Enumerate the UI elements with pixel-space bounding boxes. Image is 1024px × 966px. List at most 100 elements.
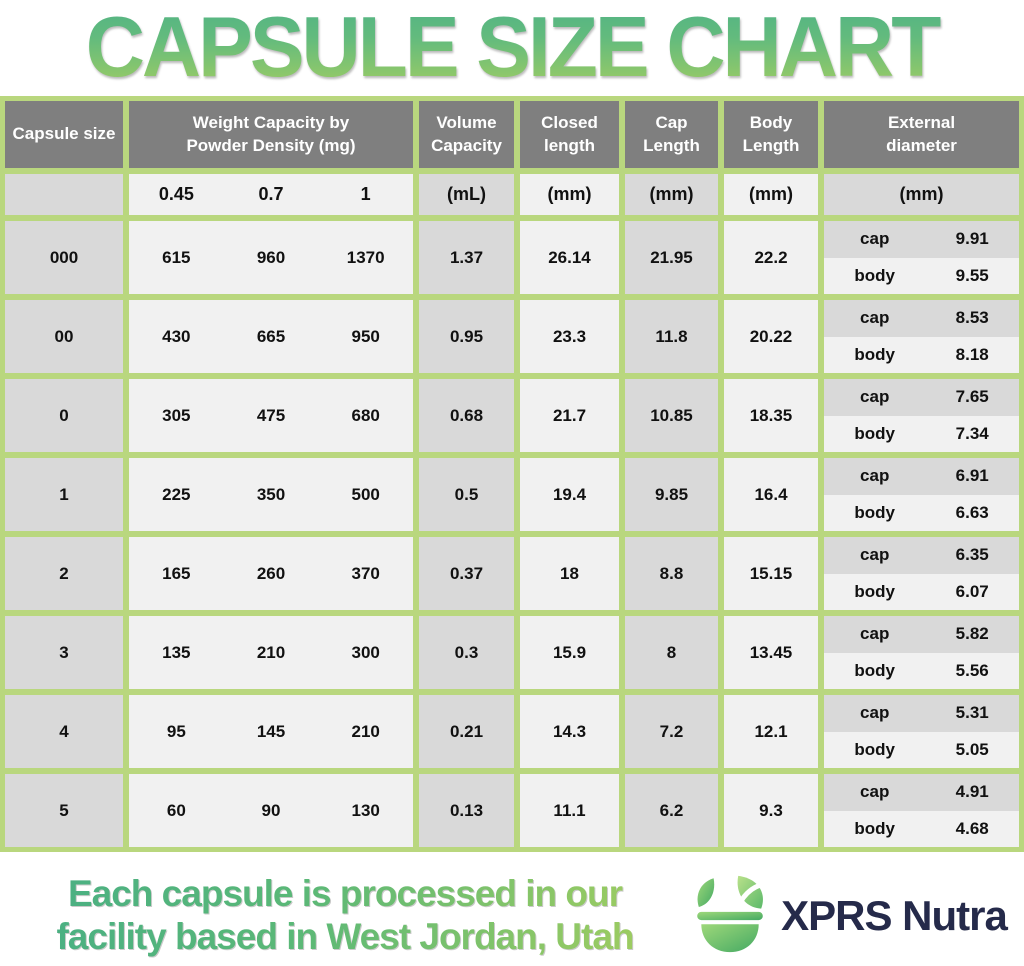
col-header-weight-capacity: Weight Capacity by Powder Density (mg) [129, 101, 413, 168]
row-size: 00 [5, 300, 123, 373]
weight-value: 305 [162, 405, 191, 425]
cap-label: cap [860, 782, 890, 802]
cap-label: cap [860, 703, 890, 723]
row-external-diameter: cap 6.35 body 6.07 [824, 537, 1019, 610]
row-weights: 165 260 370 [129, 537, 413, 610]
external-cap-row: cap 4.91 [824, 774, 1019, 811]
col-header-body-length: Body Length [724, 101, 818, 168]
row-size: 3 [5, 616, 123, 689]
cap-diameter-value: 5.31 [955, 703, 989, 723]
row-volume: 0.21 [419, 695, 514, 768]
row-closed-length: 19.4 [520, 458, 619, 531]
footer-note: Each capsule is processed in our facilit… [0, 873, 672, 958]
row-volume: 0.5 [419, 458, 514, 531]
row-cap-length: 8 [625, 616, 718, 689]
external-cap-row: cap 9.91 [824, 221, 1019, 258]
body-label: body [854, 502, 895, 522]
row-volume: 0.13 [419, 774, 514, 847]
weight-value: 225 [162, 484, 191, 504]
units-closed-length: (mm) [520, 174, 619, 215]
weight-value: 260 [256, 563, 286, 583]
cap-diameter-value: 9.91 [955, 229, 989, 249]
row-body-length: 12.1 [724, 695, 818, 768]
col-header-external-diameter: External diameter [824, 101, 1019, 168]
row-weights: 430 665 950 [129, 300, 413, 373]
weight-value: 350 [256, 484, 286, 504]
row-closed-length: 26.14 [520, 221, 619, 294]
col-header-capsule-size: Capsule size [5, 101, 123, 168]
cap-diameter-value: 6.35 [955, 545, 989, 565]
external-cap-row: cap 6.35 [824, 537, 1019, 574]
cap-diameter-value: 8.53 [955, 308, 989, 328]
units-external-diameter: (mm) [824, 174, 1019, 215]
weight-value: 300 [351, 642, 380, 662]
row-volume: 0.3 [419, 616, 514, 689]
weight-value: 950 [351, 326, 380, 346]
body-label: body [854, 581, 895, 601]
weight-value: 960 [256, 247, 286, 267]
row-cap-length: 11.8 [625, 300, 718, 373]
weight-value: 1370 [346, 247, 385, 267]
external-body-row: body 5.56 [824, 652, 1019, 689]
row-size: 0 [5, 379, 123, 452]
units-capsule-size-blank [5, 174, 123, 215]
body-label: body [854, 660, 895, 680]
density-1: 1 [360, 184, 371, 204]
weight-value: 500 [351, 484, 380, 504]
row-cap-length: 7.2 [625, 695, 718, 768]
body-diameter-value: 6.63 [955, 502, 989, 522]
weight-value: 60 [166, 800, 186, 820]
weight-value: 430 [162, 326, 191, 346]
body-label: body [854, 265, 895, 285]
weight-value: 135 [162, 642, 191, 662]
cap-diameter-value: 7.65 [955, 387, 989, 407]
footer-note-line1: Each capsule is processed in our [67, 873, 623, 915]
row-size: 000 [5, 221, 123, 294]
row-closed-length: 15.9 [520, 616, 619, 689]
body-label: body [854, 818, 895, 838]
body-diameter-value: 7.34 [955, 423, 989, 443]
row-external-diameter: cap 4.91 body 4.68 [824, 774, 1019, 847]
cap-label: cap [860, 229, 890, 249]
units-volume: (mL) [419, 174, 514, 215]
row-external-diameter: cap 8.53 body 8.18 [824, 300, 1019, 373]
external-body-row: body 5.05 [824, 731, 1019, 768]
row-body-length: 22.2 [724, 221, 818, 294]
row-external-diameter: cap 5.82 body 5.56 [824, 616, 1019, 689]
external-cap-row: cap 5.82 [824, 616, 1019, 653]
weight-value: 210 [351, 721, 380, 741]
row-volume: 0.37 [419, 537, 514, 610]
row-body-length: 9.3 [724, 774, 818, 847]
cap-diameter-value: 4.91 [955, 782, 989, 802]
cap-label: cap [860, 308, 890, 328]
row-closed-length: 14.3 [520, 695, 619, 768]
row-weights: 305 475 680 [129, 379, 413, 452]
weight-value: 165 [162, 563, 191, 583]
row-cap-length: 6.2 [625, 774, 718, 847]
row-volume: 1.37 [419, 221, 514, 294]
external-body-row: body 4.68 [824, 810, 1019, 847]
external-body-row: body 6.63 [824, 494, 1019, 531]
row-external-diameter: cap 6.91 body 6.63 [824, 458, 1019, 531]
body-diameter-value: 5.05 [955, 739, 989, 759]
weight-value: 130 [351, 800, 380, 820]
external-cap-row: cap 6.91 [824, 458, 1019, 495]
row-volume: 0.95 [419, 300, 514, 373]
body-diameter-value: 8.18 [955, 344, 989, 364]
cap-label: cap [860, 624, 890, 644]
brand-name: XPRS Nutra [781, 892, 1008, 939]
body-label: body [854, 423, 895, 443]
external-body-row: body 8.18 [824, 336, 1019, 373]
row-weights: 135 210 300 [129, 616, 413, 689]
row-weights: 615 960 1370 [129, 221, 413, 294]
footer: Each capsule is processed in our facilit… [0, 860, 1024, 966]
footer-note-line2: facility based in West Jordan, Utah [56, 916, 634, 957]
row-closed-length: 18 [520, 537, 619, 610]
weight-value: 90 [261, 800, 281, 820]
external-cap-row: cap 7.65 [824, 379, 1019, 416]
row-cap-length: 10.85 [625, 379, 718, 452]
units-body-length: (mm) [724, 174, 818, 215]
col-header-closed-length: Closed length [520, 101, 619, 168]
row-external-diameter: cap 7.65 body 7.34 [824, 379, 1019, 452]
row-body-length: 18.35 [724, 379, 818, 452]
